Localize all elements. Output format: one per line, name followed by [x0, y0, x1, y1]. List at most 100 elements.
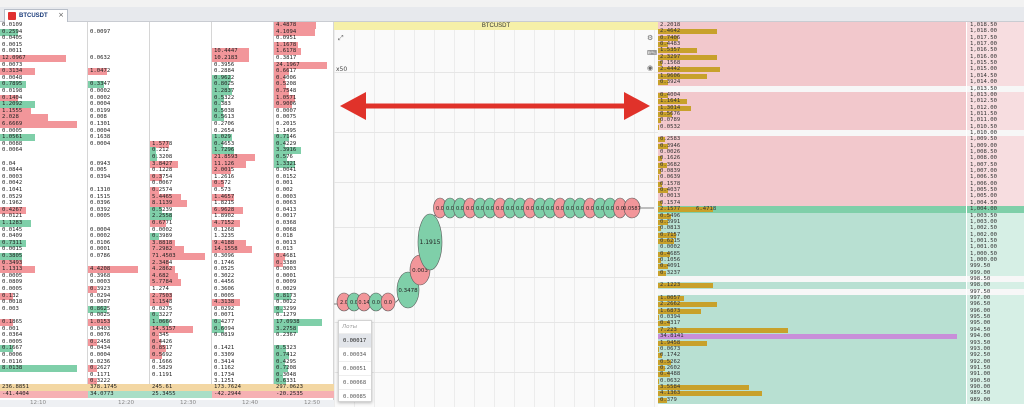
grid-line — [454, 30, 455, 407]
order-book-row[interactable]: 1.9606 1,014.50 — [658, 72, 1024, 80]
order-book-row[interactable]: 0.5676 1,011.50 — [658, 110, 1024, 118]
lot-option[interactable]: 0.00051 — [339, 361, 371, 375]
order-book-volume-bar — [658, 340, 708, 346]
order-book-row[interactable]: 3.5584 990.00 — [658, 383, 1024, 391]
order-book-row[interactable]: 997.50 — [658, 288, 1024, 296]
order-book-row[interactable]: 2.1577 6.4718 1,004.00 — [658, 206, 1024, 214]
order-book-row[interactable]: 34.8141 994.00 — [658, 333, 1024, 341]
tab-btcusdt[interactable]: BTCUSDT × — [4, 9, 68, 22]
lot-option[interactable]: 0.00085 — [339, 389, 371, 403]
order-book-row[interactable]: 2.1223 998.00 — [658, 282, 1024, 290]
chart-mode-icon[interactable]: ⤢ — [338, 34, 344, 42]
keyboard-icon[interactable]: ⌨ — [647, 49, 658, 57]
order-book-row[interactable]: 0.6215 1,001.50 — [658, 237, 1024, 245]
order-book-row[interactable]: 1.9458 993.50 — [658, 339, 1024, 347]
order-book-row[interactable]: 0.1578 1,006.00 — [658, 180, 1024, 188]
order-book-row[interactable]: 0.0002 1,001.00 — [658, 244, 1024, 252]
order-book-volume-bar — [658, 105, 691, 111]
lot-option[interactable]: 0.00068 — [339, 375, 371, 389]
order-book-row[interactable]: 0.3991 1,003.00 — [658, 218, 1024, 226]
order-book-row[interactable]: 1.0057 997.00 — [658, 295, 1024, 303]
order-book-row[interactable]: 1.3014 1,012.00 — [658, 104, 1024, 112]
order-book-row[interactable]: 0.1626 1,008.00 — [658, 155, 1024, 163]
tape-row: 0.0004 — [88, 227, 149, 234]
bubble-label: 0.0 — [566, 206, 574, 212]
order-book-row[interactable]: 0.3682 1,007.50 — [658, 161, 1024, 169]
tape-row: 4.682 — [150, 272, 211, 280]
order-book-row[interactable]: 0.3237 999.00 — [658, 269, 1024, 277]
order-book-row[interactable]: 2.4642 1,018.00 — [658, 28, 1024, 36]
order-book-row-bg — [658, 364, 966, 372]
tape-volume-value: 0.0005 — [2, 272, 23, 279]
cluster-chart[interactable]: BTCUSDT x50 ⤢ ⚙ ⌨ ◉ 2.0 0.0 0.14 0.0 0.0 0.3478 0.… — [334, 22, 658, 407]
order-book-row[interactable]: 2.2662 996.50 — [658, 301, 1024, 309]
tape-row: 0.0145 — [0, 227, 87, 234]
order-book-row[interactable]: 0.4004 1,013.00 — [658, 91, 1024, 99]
order-book-row[interactable]: 1.6873 996.00 — [658, 307, 1024, 315]
order-book-row[interactable]: 0.0013 1,005.00 — [658, 193, 1024, 201]
order-book-row[interactable]: 0.0532 1,010.50 — [658, 123, 1024, 131]
order-book-row[interactable]: 2.2018 1,018.50 — [658, 22, 1024, 29]
order-book-row[interactable]: 0.4685 1,000.50 — [658, 250, 1024, 258]
order-book-row[interactable]: 2.4442 1,015.00 — [658, 66, 1024, 74]
order-book-row[interactable]: 0.0839 1,007.00 — [658, 168, 1024, 176]
order-book-row[interactable]: 0.3946 1,009.00 — [658, 142, 1024, 150]
tape-volume-value: 0.1279 — [276, 312, 297, 319]
order-book-row[interactable]: 0.3924 1,014.00 — [658, 79, 1024, 87]
order-book-row[interactable]: 1.5357 1,016.50 — [658, 47, 1024, 55]
order-book-volume-bar — [658, 67, 721, 73]
grid-line — [374, 30, 375, 407]
order-book-row[interactable]: 0.4091 999.50 — [658, 263, 1024, 271]
order-book-row[interactable]: 0.5496 1,003.50 — [658, 212, 1024, 220]
order-book-row[interactable]: 2.3297 1,016.00 — [658, 53, 1024, 61]
tape-row: 1.0472 — [88, 68, 149, 76]
tape-volume-value: 12.0967 — [2, 55, 26, 61]
order-book-row[interactable]: 0.7406 1,017.50 — [658, 34, 1024, 42]
order-book-row[interactable]: 0.0673 993.00 — [658, 345, 1024, 353]
order-book-row[interactable]: 0.1742 992.50 — [658, 352, 1024, 360]
order-book-row[interactable]: 1,013.50 — [658, 85, 1024, 93]
order-book-volume-bar — [658, 124, 660, 130]
order-book-row[interactable]: 0.1574 1,004.50 — [658, 199, 1024, 207]
order-book-row[interactable]: 0.379 989.00 — [658, 396, 1024, 404]
order-book-row[interactable]: 0.0813 1,002.50 — [658, 225, 1024, 233]
settings-gear-icon[interactable]: ⚙ — [647, 34, 654, 42]
order-book-row[interactable]: 0.0789 1,011.00 — [658, 117, 1024, 125]
order-book-row[interactable]: 0.2602 991.50 — [658, 364, 1024, 372]
order-book-row[interactable]: 0.7157 1,002.00 — [658, 231, 1024, 239]
order-book-row[interactable]: 0.4483 1,017.00 — [658, 41, 1024, 49]
grid-line — [354, 30, 355, 407]
tape-volume-value: 0.0015 — [2, 246, 23, 253]
order-book-row[interactable]: 7.223 994.50 — [658, 326, 1024, 334]
order-book-row[interactable]: 0.1568 1,015.50 — [658, 60, 1024, 68]
order-book-row[interactable]: 0.0639 1,006.50 — [658, 174, 1024, 182]
order-book-volume-bar — [658, 264, 669, 270]
tape-volume-value: 2.0015 — [214, 167, 235, 174]
tape-row: 0.9622 — [212, 74, 273, 82]
lot-option[interactable]: 0.00017 — [339, 333, 371, 347]
close-tab-icon[interactable]: × — [58, 11, 64, 19]
order-book-row[interactable]: 1.1641 1,012.50 — [658, 98, 1024, 106]
tape-row: 0.3299 — [274, 305, 333, 313]
order-book-row[interactable]: 998.50 — [658, 276, 1024, 283]
order-book-row[interactable]: 0.0632 990.50 — [658, 377, 1024, 385]
visibility-icon[interactable]: ◉ — [647, 64, 654, 72]
order-book-row[interactable]: 0.0026 1,008.50 — [658, 149, 1024, 156]
order-book-row[interactable]: 0.0394 995.50 — [658, 314, 1024, 322]
tape-volume-bar — [274, 259, 283, 267]
bubble-label: 0.0 — [384, 300, 392, 306]
order-book-row[interactable]: 4.1363 989.50 — [658, 390, 1024, 398]
order-book-row[interactable]: 0.1056 1,000.00 — [658, 256, 1024, 264]
tape-volume-bar — [274, 41, 298, 49]
tape-volume-value: 24.1967 — [276, 61, 300, 68]
order-book-row[interactable]: 1,010.00 — [658, 129, 1024, 137]
order-book-row[interactable]: 0.4037 1,005.50 — [658, 187, 1024, 195]
order-book-row-bg — [658, 282, 966, 290]
order-book-row[interactable]: 0.4317 995.00 — [658, 320, 1024, 328]
order-book-row[interactable]: 0.2583 1,009.50 — [658, 136, 1024, 144]
trade-bubble — [417, 213, 443, 271]
order-book-row[interactable]: 0.4488 991.00 — [658, 371, 1024, 379]
order-book-row[interactable]: 0.5262 992.00 — [658, 358, 1024, 366]
tape-column: 4.4878 4.1094 0.0951 1.1678 1.6178 0.3817 24.1… — [274, 22, 334, 384]
lot-option[interactable]: 0.00034 — [339, 347, 371, 361]
